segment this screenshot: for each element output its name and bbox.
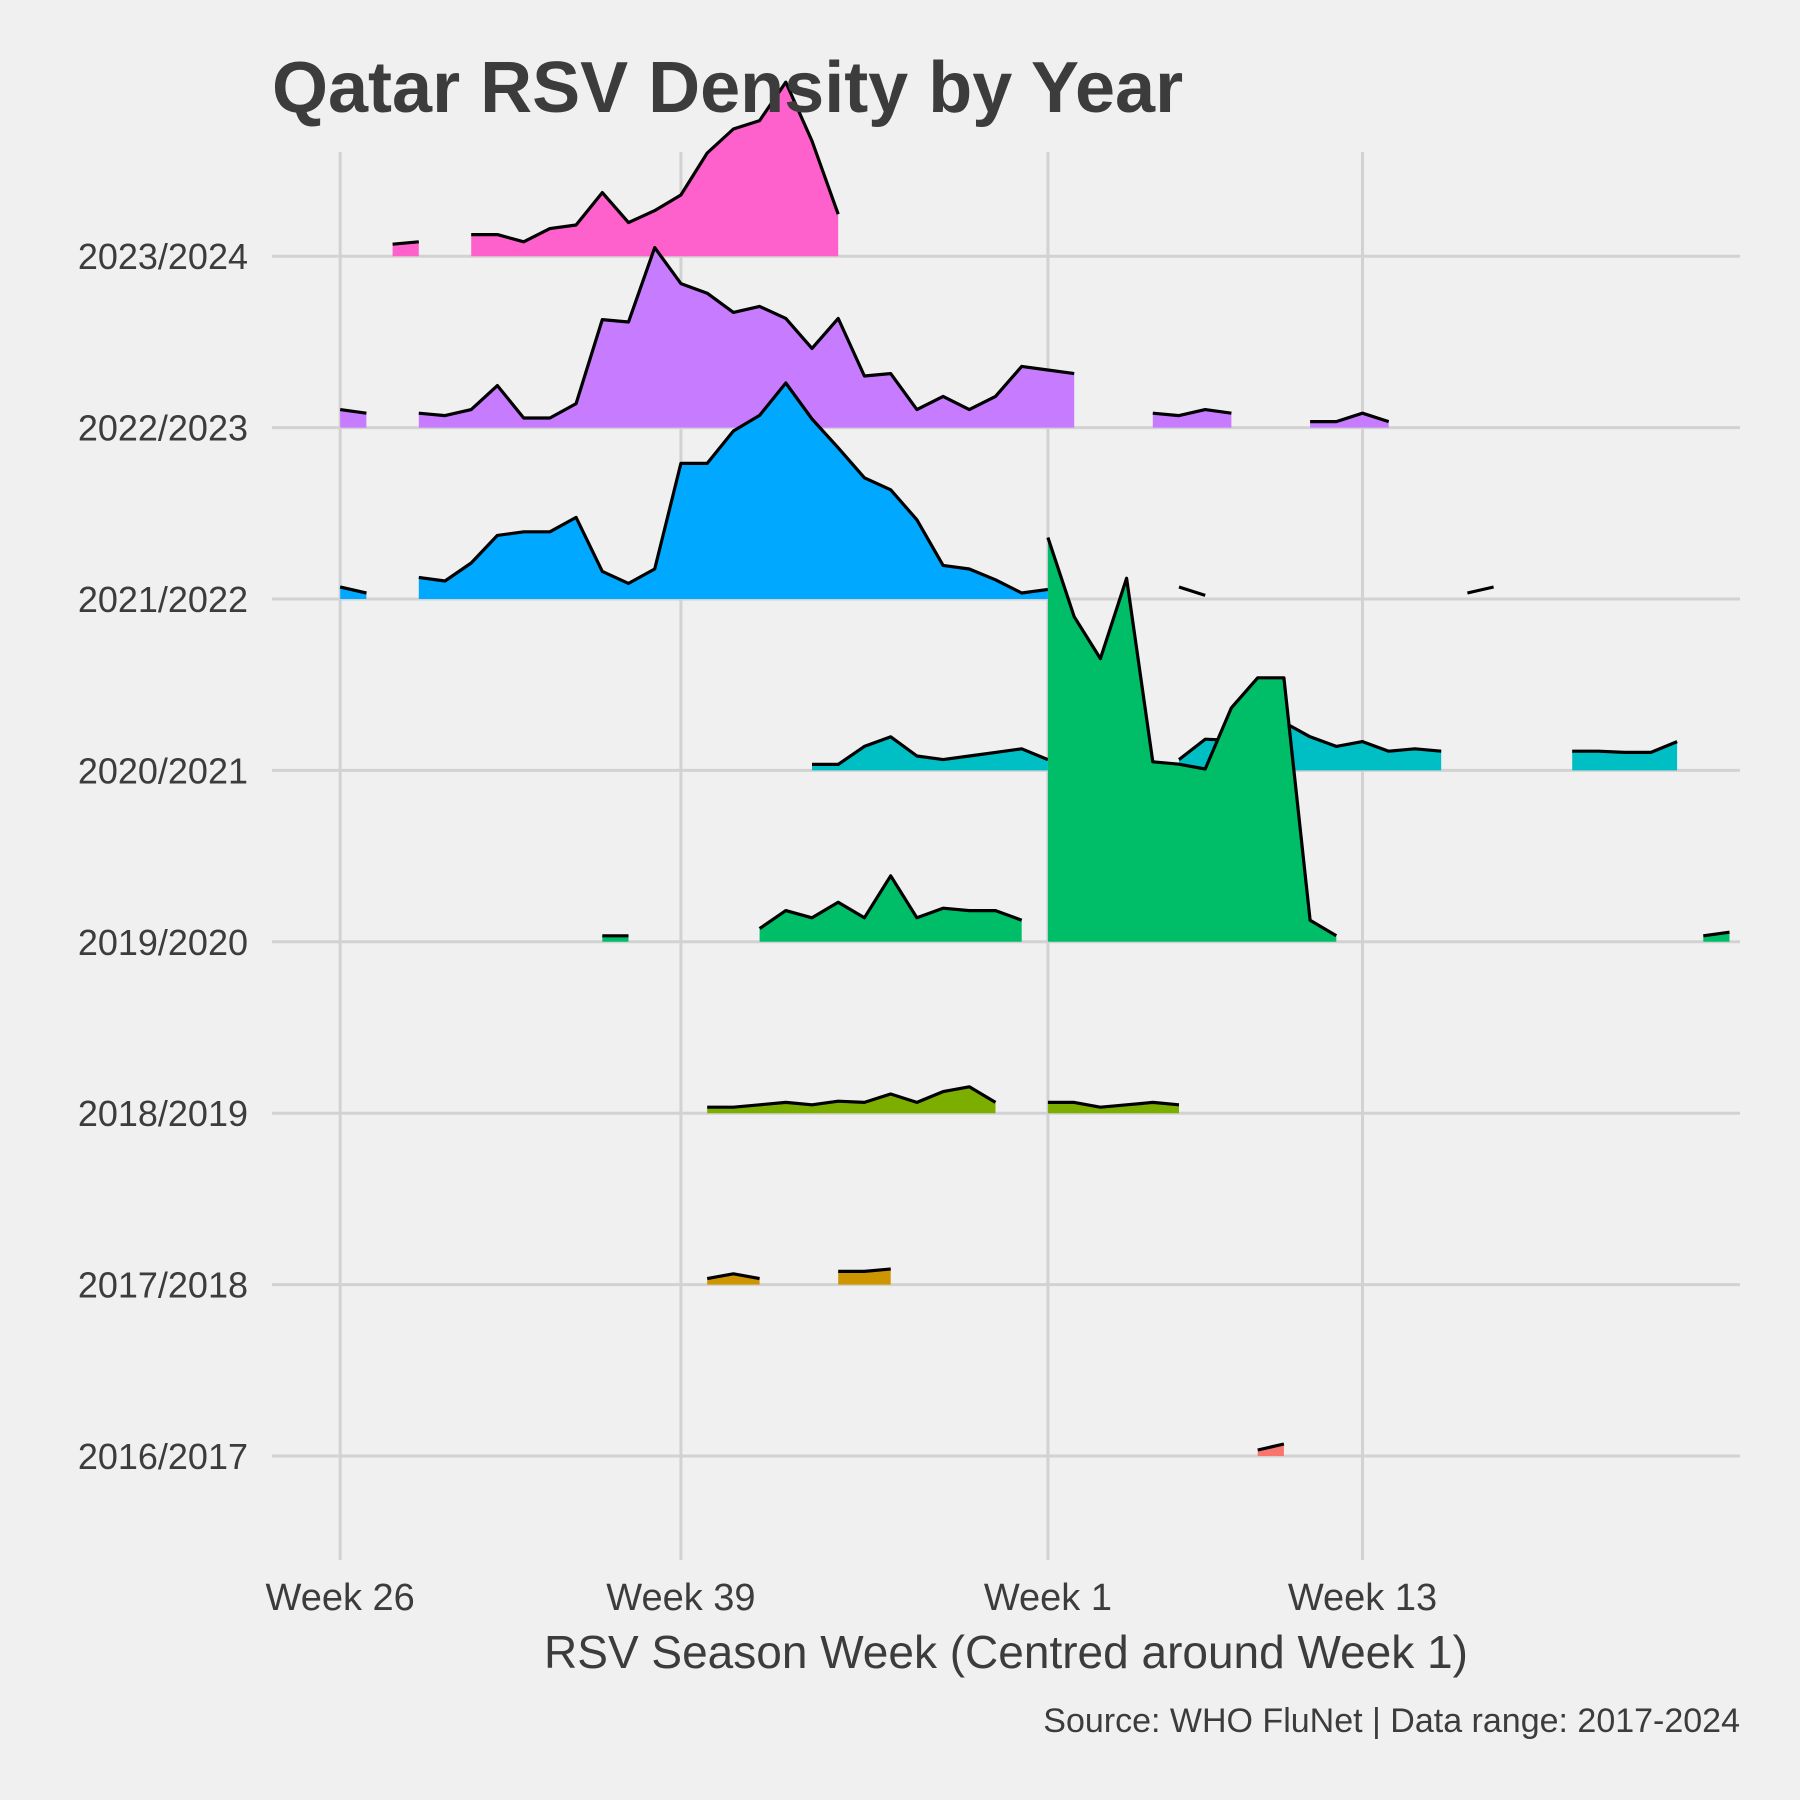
ridge-series xyxy=(1257,1442,1285,1456)
ridge-area xyxy=(418,247,1075,428)
ridge-outline xyxy=(339,585,367,595)
ridge-series xyxy=(339,246,1390,428)
ridge-area xyxy=(1047,537,1337,942)
chart-caption: Source: WHO FluNet | Data range: 2017-20… xyxy=(1043,1702,1740,1740)
ridge-outline xyxy=(339,408,367,415)
y-tick-label: 2017/2018 xyxy=(78,1265,248,1306)
ridge-outline xyxy=(1572,740,1678,754)
x-axis-ticks: Week 26 Week 39 Week 1 Week 13 xyxy=(266,1577,1438,1619)
y-tick-label: 2021/2022 xyxy=(78,579,248,620)
ridge-series xyxy=(339,381,1494,599)
ridge-outline xyxy=(706,1272,760,1281)
y-tick-label: 2016/2017 xyxy=(78,1436,248,1477)
ridge-outline xyxy=(1310,411,1390,424)
ridge-area xyxy=(1152,409,1232,428)
ridge-outline xyxy=(758,874,1023,930)
ridge-area xyxy=(418,383,1048,599)
ridge-outline xyxy=(1703,930,1730,938)
ridge-series xyxy=(707,1085,1180,1114)
ridges xyxy=(339,80,1730,1456)
ridge-outline xyxy=(471,80,840,244)
y-tick-label: 2022/2023 xyxy=(78,408,248,449)
ridge-outline xyxy=(1046,536,1338,938)
x-tick-label: Week 13 xyxy=(1288,1577,1437,1619)
ridge-series xyxy=(706,1267,891,1285)
x-tick-label: Week 39 xyxy=(606,1577,755,1619)
x-tick-label: Week 1 xyxy=(984,1577,1112,1619)
y-tick-label: 2019/2020 xyxy=(78,922,248,963)
ridge-outline xyxy=(1257,1442,1285,1452)
ridge-outline xyxy=(418,246,1075,420)
y-axis-ticks: 2016/2017 2017/2018 2018/2019 2019/2020 2020… xyxy=(78,236,248,1477)
ridge-area xyxy=(759,875,1022,942)
ridge-outline xyxy=(1152,408,1232,418)
y-tick-label: 2020/2021 xyxy=(78,750,248,791)
y-tick-label: 2018/2019 xyxy=(78,1093,248,1134)
y-tick-label: 2023/2024 xyxy=(78,236,248,277)
ridge-outline xyxy=(812,735,1049,766)
ridge-outline xyxy=(418,381,1049,595)
ridge-area xyxy=(707,1086,996,1114)
x-axis-label: RSV Season Week (Centred around Week 1) xyxy=(544,1626,1468,1678)
ridge-series xyxy=(602,536,1730,942)
ridge-area xyxy=(340,409,367,428)
ridge-outline xyxy=(707,1085,997,1109)
ridge-area xyxy=(392,241,419,257)
ridge-outline xyxy=(1047,1100,1180,1109)
ridge-outline xyxy=(392,240,419,246)
chart-title: Qatar RSV Density by Year xyxy=(272,48,1183,128)
ridge-outline xyxy=(1178,585,1206,597)
x-tick-label: Week 26 xyxy=(266,1577,415,1619)
ridge-series xyxy=(392,80,840,257)
ridge-outline xyxy=(838,1267,891,1273)
ridge-area xyxy=(1572,741,1678,771)
ridge-outline xyxy=(1467,585,1494,595)
